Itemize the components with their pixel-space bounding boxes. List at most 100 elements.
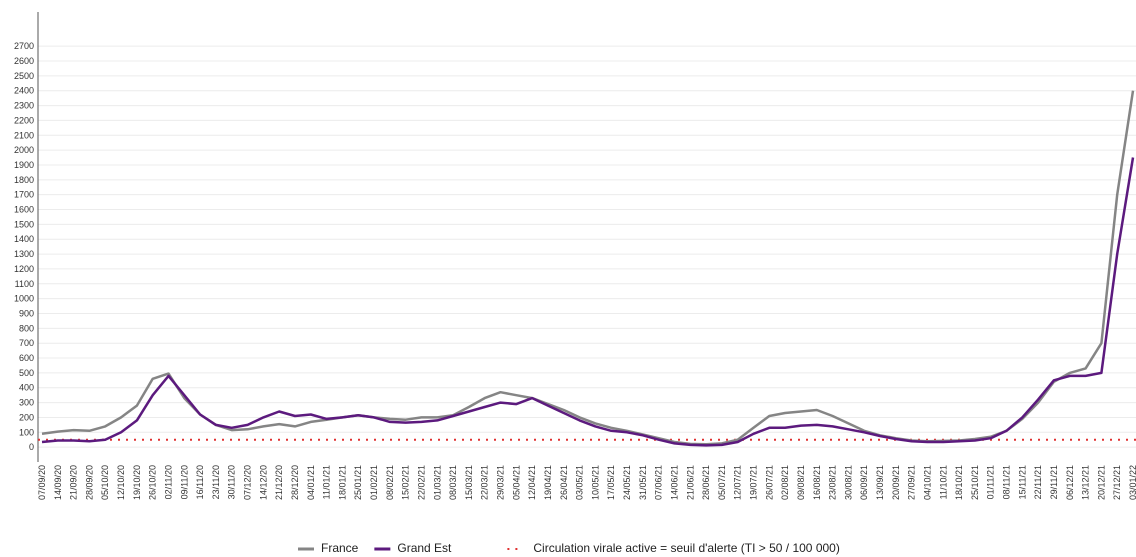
x-tick-label: 26/10/20 xyxy=(148,465,158,500)
x-tick-label: 05/04/21 xyxy=(511,465,521,500)
x-tick-label: 04/10/21 xyxy=(922,465,932,500)
x-tick-label: 10/05/21 xyxy=(590,465,600,500)
legend: France Grand Est Circulation virale active… xyxy=(298,541,840,555)
x-tick-label: 22/11/21 xyxy=(1033,465,1043,499)
x-tick-label: 05/07/21 xyxy=(717,465,727,500)
y-tick-label: 2200 xyxy=(14,115,34,125)
x-tick-label: 25/01/21 xyxy=(353,465,363,500)
series-line xyxy=(41,157,1135,447)
x-tick-label: 01/03/21 xyxy=(432,465,442,500)
x-tick-label: 14/09/20 xyxy=(53,465,63,500)
y-tick-label: 1800 xyxy=(14,175,34,185)
x-tick-label: 07/09/20 xyxy=(37,465,47,500)
y-tick-label: 2300 xyxy=(14,101,34,111)
y-tick-label: 2700 xyxy=(14,41,34,51)
x-tick-label: 28/09/20 xyxy=(84,465,94,500)
y-tick-label: 700 xyxy=(19,338,34,348)
x-tick-label: 02/11/20 xyxy=(163,465,173,499)
legend-label: France xyxy=(321,541,359,555)
legend-label: Grand Est xyxy=(397,541,452,555)
x-tick-label: 07/12/20 xyxy=(243,465,253,500)
x-tick-label: 22/02/21 xyxy=(416,465,426,500)
y-tick-label: 1400 xyxy=(14,234,34,244)
x-tick-label: 18/01/21 xyxy=(337,465,347,500)
x-tick-label: 09/08/21 xyxy=(796,465,806,500)
y-tick-label: 2400 xyxy=(14,86,34,96)
x-tick-label: 26/04/21 xyxy=(559,465,569,500)
x-tick-label: 29/11/21 xyxy=(1049,465,1059,499)
x-tick-label: 25/10/21 xyxy=(970,465,980,500)
x-tick-label: 03/01/22 xyxy=(1128,465,1136,500)
x-tick-label: 09/11/20 xyxy=(179,465,189,499)
y-tick-label: 1700 xyxy=(14,190,34,200)
x-tick-label: 12/10/20 xyxy=(116,465,126,500)
y-tick-label: 1900 xyxy=(14,160,34,170)
x-tick-label: 19/04/21 xyxy=(543,465,553,500)
x-tick-label: 21/09/20 xyxy=(69,465,79,500)
y-tick-label: 100 xyxy=(19,427,34,437)
x-tick-label: 28/12/20 xyxy=(290,465,300,500)
x-tick-label: 17/05/21 xyxy=(606,465,616,500)
x-tick-label: 27/12/21 xyxy=(1112,465,1122,500)
x-tick-label: 14/06/21 xyxy=(669,465,679,500)
x-tick-label: 06/12/21 xyxy=(1065,465,1075,500)
x-tick-label: 05/10/20 xyxy=(100,465,110,500)
x-tick-label: 08/03/21 xyxy=(448,465,458,500)
x-tick-label: 08/02/21 xyxy=(385,465,395,500)
y-tick-label: 1000 xyxy=(14,294,34,304)
x-tick-label: 23/08/21 xyxy=(828,465,838,500)
x-tick-label: 21/12/20 xyxy=(274,465,284,500)
y-tick-label: 500 xyxy=(19,368,34,378)
y-tick-label: 400 xyxy=(19,383,34,393)
x-tick-label: 01/11/21 xyxy=(986,465,996,499)
y-tick-label: 2500 xyxy=(14,71,34,81)
x-tick-label: 30/11/20 xyxy=(227,465,237,499)
x-tick-label: 13/12/21 xyxy=(1081,465,1091,500)
y-tick-label: 600 xyxy=(19,353,34,363)
y-tick-label: 1100 xyxy=(15,279,34,289)
y-tick-label: 1300 xyxy=(14,249,34,259)
x-tick-label: 16/08/21 xyxy=(812,465,822,500)
x-tick-label: 21/06/21 xyxy=(685,465,695,500)
series-line xyxy=(41,90,1135,446)
x-tick-label: 04/01/21 xyxy=(306,465,316,500)
x-tick-label: 20/09/21 xyxy=(891,465,901,500)
x-tick-label: 15/02/21 xyxy=(401,465,411,500)
x-tick-label: 26/07/21 xyxy=(764,465,774,500)
x-tick-label: 14/12/20 xyxy=(258,465,268,500)
y-tick-label: 2100 xyxy=(14,130,34,140)
x-tick-label: 24/05/21 xyxy=(622,465,632,500)
legend-label: Circulation virale active = seuil d'aler… xyxy=(533,541,839,555)
y-tick-label: 0 xyxy=(29,442,34,452)
x-tick-label: 28/06/21 xyxy=(701,465,711,500)
x-tick-label: 31/05/21 xyxy=(638,465,648,500)
x-tick-label: 19/07/21 xyxy=(749,465,759,500)
y-tick-label: 800 xyxy=(19,323,34,333)
x-tick-label: 11/10/21 xyxy=(938,465,948,499)
x-tick-label: 03/05/21 xyxy=(575,465,585,500)
x-tick-label: 12/04/21 xyxy=(527,465,537,500)
x-tick-label: 08/11/21 xyxy=(1002,465,1012,499)
x-tick-label: 15/03/21 xyxy=(464,465,474,500)
x-tick-label: 19/10/20 xyxy=(132,465,142,500)
x-tick-label: 29/03/21 xyxy=(496,465,506,500)
x-tick-label: 13/09/21 xyxy=(875,465,885,500)
x-tick-label: 15/11/21 xyxy=(1017,465,1027,499)
x-tick-label: 22/03/21 xyxy=(480,465,490,500)
x-tick-label: 18/10/21 xyxy=(954,465,964,500)
x-tick-label: 16/11/20 xyxy=(195,465,205,499)
y-tick-label: 2000 xyxy=(14,145,34,155)
x-tick-label: 20/12/21 xyxy=(1096,465,1106,500)
x-tick-label: 01/02/21 xyxy=(369,465,379,500)
y-tick-label: 2600 xyxy=(14,56,34,66)
y-tick-label: 200 xyxy=(19,412,34,422)
x-tick-label: 06/09/21 xyxy=(859,465,869,500)
x-tick-label: 11/01/21 xyxy=(322,465,332,499)
x-tick-label: 23/11/20 xyxy=(211,465,221,499)
x-tick-label: 27/09/21 xyxy=(907,465,917,500)
y-tick-label: 900 xyxy=(19,308,34,318)
y-tick-label: 300 xyxy=(19,398,34,408)
y-tick-label: 1500 xyxy=(14,219,34,229)
y-tick-label: 1600 xyxy=(14,205,34,215)
